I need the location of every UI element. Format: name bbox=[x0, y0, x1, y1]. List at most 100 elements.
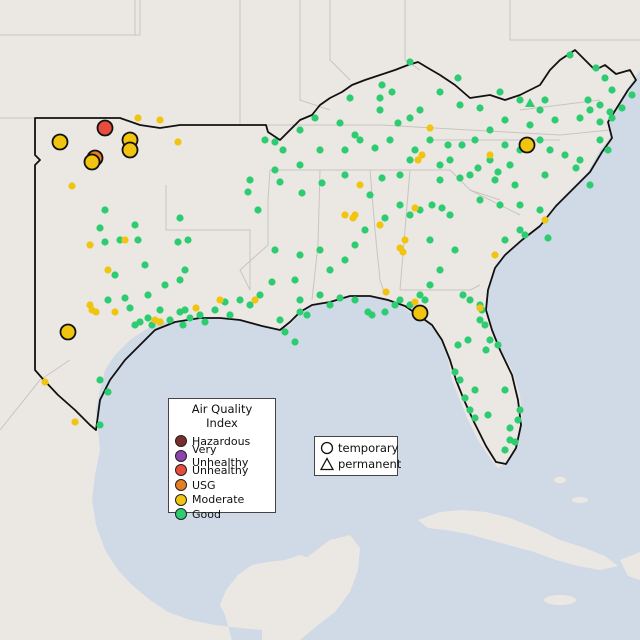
good-monitor[interactable] bbox=[279, 146, 287, 154]
good-monitor[interactable] bbox=[511, 181, 519, 189]
good-monitor[interactable] bbox=[184, 236, 192, 244]
moderate-monitor[interactable] bbox=[399, 248, 407, 256]
good-monitor[interactable] bbox=[454, 74, 462, 82]
moderate-monitor[interactable] bbox=[92, 308, 100, 316]
good-monitor[interactable] bbox=[96, 376, 104, 384]
good-monitor[interactable] bbox=[501, 141, 509, 149]
good-monitor[interactable] bbox=[544, 234, 552, 242]
good-monitor[interactable] bbox=[366, 191, 374, 199]
good-monitor[interactable] bbox=[316, 246, 324, 254]
good-monitor[interactable] bbox=[271, 246, 279, 254]
good-monitor[interactable] bbox=[298, 189, 306, 197]
good-monitor[interactable] bbox=[471, 414, 479, 422]
good-monitor[interactable] bbox=[236, 296, 244, 304]
moderate-monitor[interactable] bbox=[41, 378, 49, 386]
good-monitor[interactable] bbox=[368, 311, 376, 319]
moderate-monitor[interactable] bbox=[411, 204, 419, 212]
good-monitor[interactable] bbox=[388, 88, 396, 96]
good-monitor[interactable] bbox=[618, 104, 626, 112]
good-monitor[interactable] bbox=[476, 104, 484, 112]
good-monitor[interactable] bbox=[256, 291, 264, 299]
good-monitor[interactable] bbox=[576, 114, 584, 122]
good-monitor[interactable] bbox=[484, 411, 492, 419]
good-monitor[interactable] bbox=[496, 201, 504, 209]
good-monitor[interactable] bbox=[536, 136, 544, 144]
good-monitor[interactable] bbox=[179, 321, 187, 329]
good-monitor[interactable] bbox=[494, 168, 502, 176]
good-monitor[interactable] bbox=[336, 294, 344, 302]
good-monitor[interactable] bbox=[291, 276, 299, 284]
good-monitor[interactable] bbox=[376, 106, 384, 114]
good-monitor[interactable] bbox=[494, 341, 502, 349]
good-monitor[interactable] bbox=[586, 106, 594, 114]
good-monitor[interactable] bbox=[608, 114, 616, 122]
good-monitor[interactable] bbox=[416, 291, 424, 299]
good-monitor[interactable] bbox=[604, 146, 612, 154]
good-monitor[interactable] bbox=[406, 58, 414, 66]
good-monitor[interactable] bbox=[511, 438, 519, 446]
moderate-monitor[interactable] bbox=[121, 236, 129, 244]
good-monitor[interactable] bbox=[101, 238, 109, 246]
good-monitor[interactable] bbox=[606, 108, 614, 116]
good-monitor[interactable] bbox=[501, 236, 509, 244]
moderate-monitor[interactable] bbox=[426, 124, 434, 132]
good-monitor[interactable] bbox=[96, 224, 104, 232]
good-monitor[interactable] bbox=[486, 156, 494, 164]
good-monitor[interactable] bbox=[201, 318, 209, 326]
temporary-monitor[interactable] bbox=[51, 133, 69, 151]
good-monitor[interactable] bbox=[628, 91, 636, 99]
good-monitor[interactable] bbox=[341, 256, 349, 264]
good-monitor[interactable] bbox=[156, 306, 164, 314]
good-monitor[interactable] bbox=[566, 51, 574, 59]
good-monitor[interactable] bbox=[104, 388, 112, 396]
good-monitor[interactable] bbox=[446, 211, 454, 219]
good-monitor[interactable] bbox=[516, 406, 524, 414]
good-monitor[interactable] bbox=[268, 278, 276, 286]
good-monitor[interactable] bbox=[336, 119, 344, 127]
moderate-monitor[interactable] bbox=[216, 296, 224, 304]
good-monitor[interactable] bbox=[396, 201, 404, 209]
moderate-monitor[interactable] bbox=[151, 316, 159, 324]
good-monitor[interactable] bbox=[396, 296, 404, 304]
moderate-monitor[interactable] bbox=[476, 304, 484, 312]
good-monitor[interactable] bbox=[481, 321, 489, 329]
good-monitor[interactable] bbox=[271, 138, 279, 146]
moderate-monitor[interactable] bbox=[111, 308, 119, 316]
good-monitor[interactable] bbox=[476, 316, 484, 324]
good-monitor[interactable] bbox=[196, 311, 204, 319]
good-monitor[interactable] bbox=[116, 236, 124, 244]
good-monitor[interactable] bbox=[318, 179, 326, 187]
good-monitor[interactable] bbox=[276, 178, 284, 186]
good-monitor[interactable] bbox=[406, 114, 414, 122]
temporary-monitor[interactable] bbox=[121, 141, 139, 159]
good-monitor[interactable] bbox=[516, 201, 524, 209]
good-monitor[interactable] bbox=[361, 226, 369, 234]
good-monitor[interactable] bbox=[316, 146, 324, 154]
good-monitor[interactable] bbox=[134, 236, 142, 244]
good-monitor[interactable] bbox=[296, 308, 304, 316]
good-monitor[interactable] bbox=[572, 164, 580, 172]
moderate-monitor[interactable] bbox=[86, 241, 94, 249]
good-monitor[interactable] bbox=[476, 196, 484, 204]
good-monitor[interactable] bbox=[296, 296, 304, 304]
good-monitor[interactable] bbox=[501, 446, 509, 454]
good-monitor[interactable] bbox=[596, 136, 604, 144]
good-monitor[interactable] bbox=[458, 141, 466, 149]
good-monitor[interactable] bbox=[381, 214, 389, 222]
good-monitor[interactable] bbox=[181, 306, 189, 314]
good-monitor[interactable] bbox=[296, 126, 304, 134]
good-monitor[interactable] bbox=[244, 188, 252, 196]
good-monitor[interactable] bbox=[451, 246, 459, 254]
good-monitor[interactable] bbox=[436, 176, 444, 184]
moderate-monitor[interactable] bbox=[104, 266, 112, 274]
good-monitor[interactable] bbox=[104, 296, 112, 304]
moderate-monitor[interactable] bbox=[382, 288, 390, 296]
good-monitor[interactable] bbox=[281, 328, 289, 336]
good-monitor[interactable] bbox=[501, 116, 509, 124]
moderate-monitor[interactable] bbox=[401, 236, 409, 244]
good-monitor[interactable] bbox=[541, 96, 549, 104]
good-monitor[interactable] bbox=[406, 156, 414, 164]
good-monitor[interactable] bbox=[254, 206, 262, 214]
good-monitor[interactable] bbox=[466, 171, 474, 179]
good-monitor[interactable] bbox=[516, 226, 524, 234]
